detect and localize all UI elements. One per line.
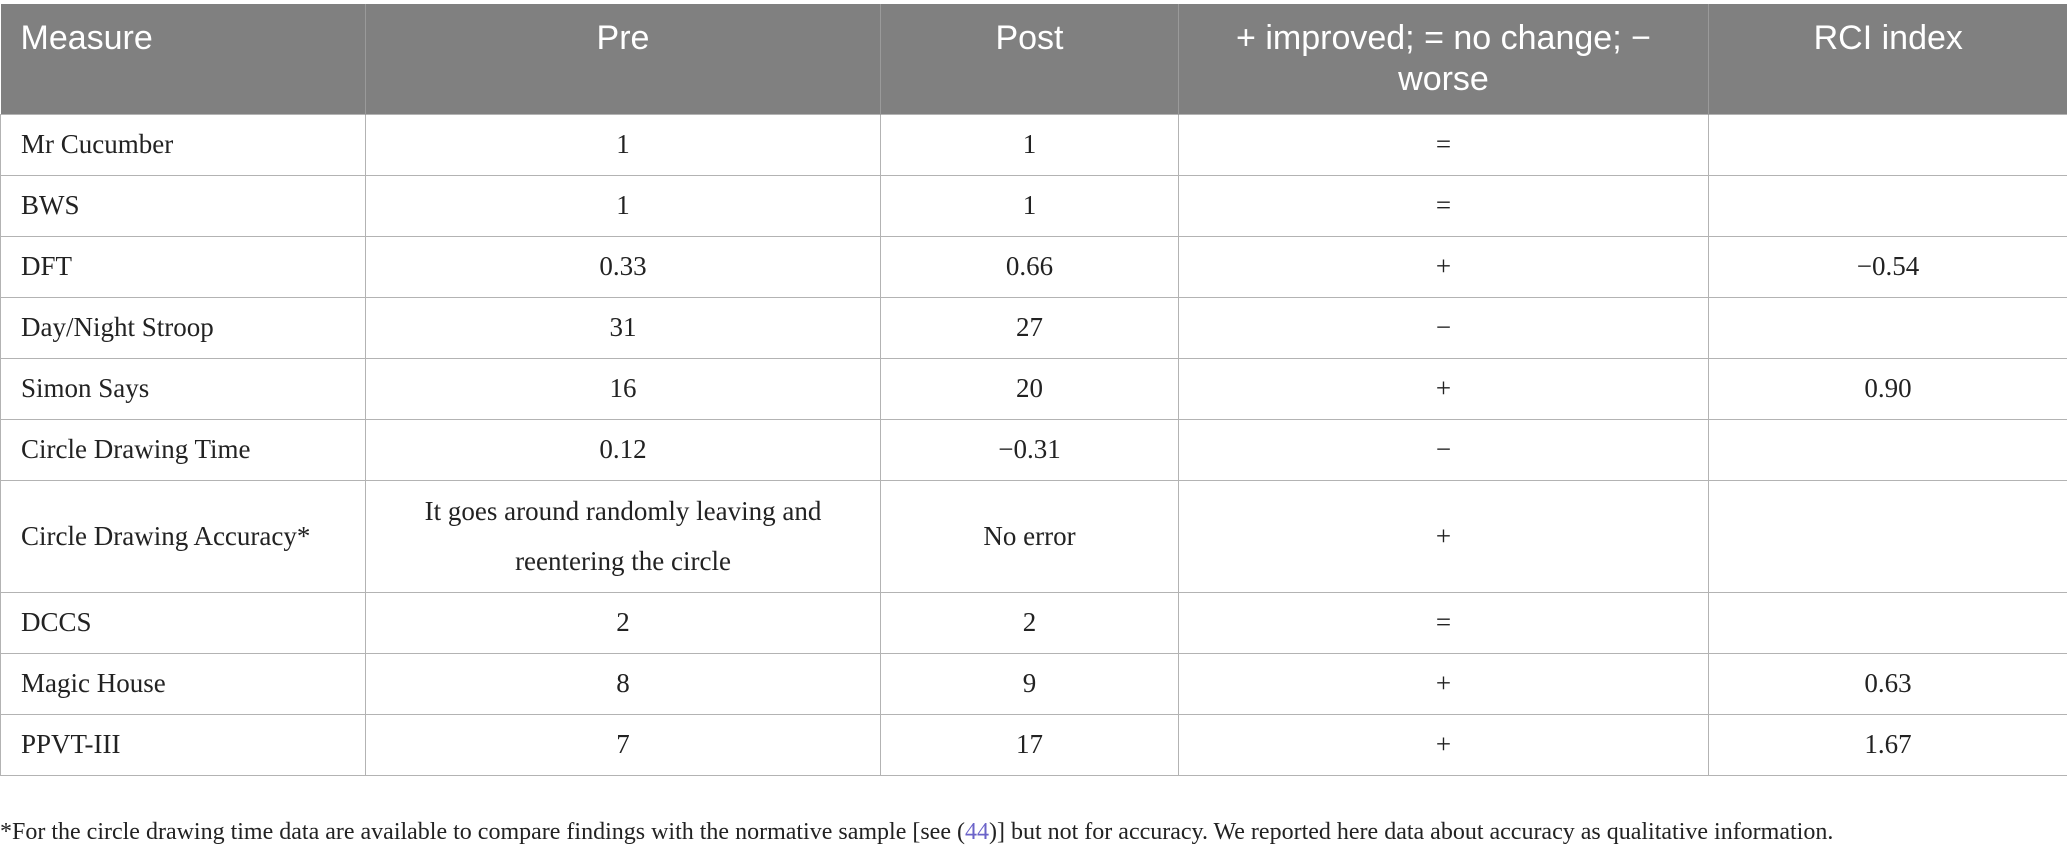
table-row: Day/Night Stroop 31 27 − bbox=[0, 296, 2067, 359]
cell-change: + bbox=[1178, 652, 1709, 715]
cell-pre: 31 bbox=[365, 296, 881, 359]
cell-change: = bbox=[1178, 174, 1709, 237]
cell-measure: DCCS bbox=[0, 591, 366, 654]
footnote-text-after: )] but not for accuracy. We reported her… bbox=[988, 819, 1834, 845]
cell-rci bbox=[1708, 113, 2067, 176]
table-row: Simon Says 16 20 + 0.90 bbox=[0, 357, 2067, 420]
cell-rci: 0.63 bbox=[1708, 652, 2067, 715]
table-row: DCCS 2 2 = bbox=[0, 591, 2067, 654]
cell-pre: 0.33 bbox=[365, 235, 881, 298]
cell-measure: BWS bbox=[0, 174, 366, 237]
table-row: DFT 0.33 0.66 + −0.54 bbox=[0, 235, 2067, 298]
reference-link[interactable]: 44 bbox=[964, 819, 989, 845]
cell-measure: Simon Says bbox=[0, 357, 366, 420]
cell-post: 2 bbox=[880, 591, 1179, 654]
cell-pre: 1 bbox=[365, 174, 881, 237]
cell-post: 1 bbox=[880, 174, 1179, 237]
cell-change: + bbox=[1178, 713, 1709, 776]
cell-post: −0.31 bbox=[880, 418, 1179, 481]
header-rci-index: RCI index bbox=[1708, 4, 2067, 114]
cell-measure: Mr Cucumber bbox=[0, 113, 366, 176]
table-row: Circle Drawing Time 0.12 −0.31 − bbox=[0, 418, 2067, 481]
cell-measure: Circle Drawing Time bbox=[0, 418, 366, 481]
cell-pre: 7 bbox=[365, 713, 881, 776]
cell-rci: 0.90 bbox=[1708, 357, 2067, 420]
cell-post: 20 bbox=[880, 357, 1179, 420]
table-row: Circle Drawing Accuracy* It goes around … bbox=[0, 479, 2067, 593]
cell-measure: PPVT-III bbox=[0, 713, 366, 776]
cell-change: + bbox=[1178, 479, 1709, 593]
cell-pre: It goes around randomly leaving and reen… bbox=[365, 479, 881, 593]
header-pre: Pre bbox=[365, 4, 881, 114]
cell-rci: 1.67 bbox=[1708, 713, 2067, 776]
results-table: Measure Pre Post + improved; = no change… bbox=[0, 4, 2067, 776]
table-footnote: *For the circle drawing time data are av… bbox=[0, 819, 1833, 846]
cell-change: = bbox=[1178, 113, 1709, 176]
cell-rci bbox=[1708, 174, 2067, 237]
results-table-container: Measure Pre Post + improved; = no change… bbox=[0, 4, 2067, 776]
cell-rci: −0.54 bbox=[1708, 235, 2067, 298]
header-post: Post bbox=[880, 4, 1179, 114]
table-row: PPVT-III 7 17 + 1.67 bbox=[0, 713, 2067, 776]
cell-rci bbox=[1708, 296, 2067, 359]
cell-post: 1 bbox=[880, 113, 1179, 176]
cell-post: No error bbox=[880, 479, 1179, 593]
table-row: Magic House 8 9 + 0.63 bbox=[0, 652, 2067, 715]
cell-measure: Day/Night Stroop bbox=[0, 296, 366, 359]
cell-change: + bbox=[1178, 235, 1709, 298]
cell-pre: 16 bbox=[365, 357, 881, 420]
cell-pre: 1 bbox=[365, 113, 881, 176]
cell-measure: Magic House bbox=[0, 652, 366, 715]
header-measure: Measure bbox=[0, 4, 366, 114]
cell-post: 0.66 bbox=[880, 235, 1179, 298]
table-body: Mr Cucumber 1 1 = BWS 1 1 = DFT 0.33 0.6… bbox=[0, 113, 2067, 776]
cell-rci bbox=[1708, 418, 2067, 481]
cell-post: 27 bbox=[880, 296, 1179, 359]
cell-measure: Circle Drawing Accuracy* bbox=[0, 479, 366, 593]
table-header: Measure Pre Post + improved; = no change… bbox=[0, 4, 2067, 114]
cell-pre: 8 bbox=[365, 652, 881, 715]
cell-rci bbox=[1708, 591, 2067, 654]
footnote-text-before: *For the circle drawing time data are av… bbox=[0, 819, 965, 845]
cell-post: 9 bbox=[880, 652, 1179, 715]
cell-pre: 2 bbox=[365, 591, 881, 654]
header-change: + improved; = no change; − worse bbox=[1178, 4, 1709, 114]
table-row: BWS 1 1 = bbox=[0, 174, 2067, 237]
header-row: Measure Pre Post + improved; = no change… bbox=[0, 4, 2067, 114]
cell-change: − bbox=[1178, 418, 1709, 481]
table-row: Mr Cucumber 1 1 = bbox=[0, 113, 2067, 176]
cell-rci bbox=[1708, 479, 2067, 593]
cell-post: 17 bbox=[880, 713, 1179, 776]
cell-change: = bbox=[1178, 591, 1709, 654]
cell-change: + bbox=[1178, 357, 1709, 420]
cell-change: − bbox=[1178, 296, 1709, 359]
cell-pre: 0.12 bbox=[365, 418, 881, 481]
cell-measure: DFT bbox=[0, 235, 366, 298]
